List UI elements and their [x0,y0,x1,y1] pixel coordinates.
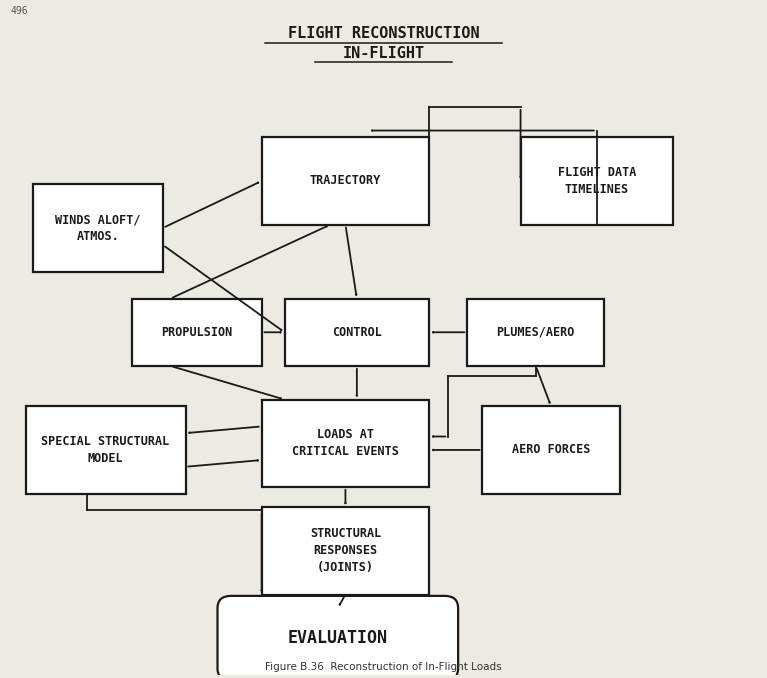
Text: WINDS ALOFT/
ATMOS.: WINDS ALOFT/ ATMOS. [55,213,140,243]
FancyBboxPatch shape [467,298,604,366]
Text: STRUCTURAL
RESPONSES
(JOINTS): STRUCTURAL RESPONSES (JOINTS) [310,527,381,574]
Text: EVALUATION: EVALUATION [288,629,388,647]
FancyBboxPatch shape [132,298,262,366]
Text: FLIGHT RECONSTRUCTION: FLIGHT RECONSTRUCTION [288,26,479,41]
Text: PLUMES/AERO: PLUMES/AERO [496,325,575,339]
Text: AERO FORCES: AERO FORCES [512,443,590,456]
Text: Figure B.36  Reconstruction of In-Flight Loads: Figure B.36 Reconstruction of In-Flight … [265,662,502,672]
Text: SPECIAL STRUCTURAL
MODEL: SPECIAL STRUCTURAL MODEL [41,435,170,465]
FancyBboxPatch shape [262,137,430,224]
Text: 496: 496 [11,6,28,16]
Text: LOADS AT
CRITICAL EVENTS: LOADS AT CRITICAL EVENTS [292,428,399,458]
FancyBboxPatch shape [218,596,458,678]
FancyBboxPatch shape [262,507,430,595]
Text: TRAJECTORY: TRAJECTORY [310,174,381,188]
FancyBboxPatch shape [285,298,430,366]
Text: PROPULSION: PROPULSION [161,325,232,339]
Text: IN-FLIGHT: IN-FLIGHT [342,45,425,61]
FancyBboxPatch shape [25,406,186,494]
FancyBboxPatch shape [33,184,163,272]
Text: FLIGHT DATA
TIMELINES: FLIGHT DATA TIMELINES [558,166,636,196]
FancyBboxPatch shape [482,406,620,494]
Text: CONTROL: CONTROL [332,325,382,339]
FancyBboxPatch shape [262,399,430,487]
FancyBboxPatch shape [521,137,673,224]
